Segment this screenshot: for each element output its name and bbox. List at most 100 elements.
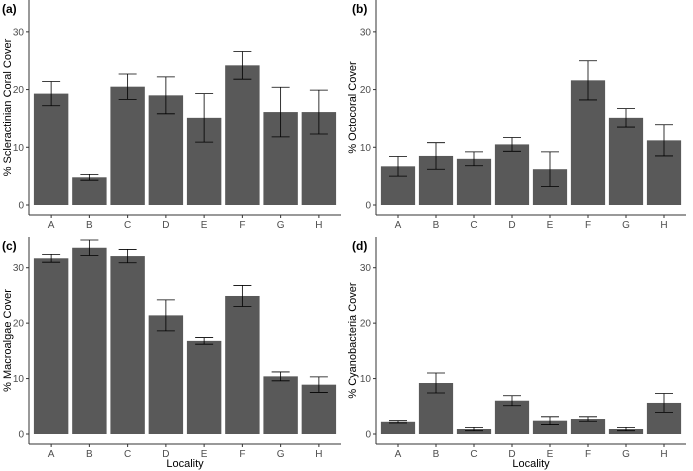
x-axis-title: Locality — [166, 458, 204, 470]
x-tick-label: C — [124, 220, 131, 231]
x-tick-label: B — [433, 449, 440, 460]
x-tick-label: G — [622, 449, 630, 460]
x-tick-label: E — [547, 220, 554, 231]
x-tick-label: H — [315, 449, 322, 460]
bar-D — [148, 315, 184, 434]
y-tick-label: 30 — [360, 263, 372, 274]
bar-E — [186, 340, 222, 434]
bar-B — [72, 247, 107, 434]
bar-G — [608, 117, 644, 205]
error-bar-F — [579, 416, 597, 422]
error-bar-B — [427, 372, 445, 394]
x-tick-label: E — [201, 220, 208, 231]
error-bar-B — [427, 142, 445, 170]
error-bar-D — [503, 137, 521, 152]
x-tick-label: H — [315, 220, 322, 231]
x-tick-label: F — [239, 449, 245, 460]
x-tick-label: B — [433, 220, 440, 231]
error-bar-F — [233, 285, 252, 307]
bar-F — [570, 80, 606, 205]
bar-D — [494, 144, 530, 205]
x-tick-label: H — [660, 449, 667, 460]
error-bar-D — [156, 76, 175, 115]
x-tick-label: H — [660, 220, 667, 231]
bar-E — [532, 420, 568, 434]
bar-F — [225, 65, 260, 206]
bar-G — [608, 429, 644, 434]
panel-2: 0 10 20 30 A B C D E F G H % Macroalgae Cover Localit… — [2, 237, 341, 470]
x-tick-label: D — [508, 220, 515, 231]
error-bar-E — [195, 93, 214, 143]
panel-label: (d) — [352, 239, 367, 253]
x-tick-label: C — [470, 449, 477, 460]
x-tick-label: C — [124, 449, 131, 460]
y-tick-label: 30 — [360, 27, 372, 38]
bar-A — [33, 258, 69, 434]
y-axis-title: % Cyanobacteria Cover — [347, 282, 359, 399]
bar-F — [225, 295, 260, 434]
bar-A — [33, 93, 69, 205]
x-tick-label: D — [162, 220, 169, 231]
error-bar-E — [541, 151, 559, 187]
x-tick-label: D — [162, 449, 169, 460]
error-bar-C — [465, 426, 483, 432]
y-tick-label: 30 — [13, 27, 25, 38]
panel-0: 0 10 20 30 A B C D E F G H % Scleractinian Coral Cov… — [2, 0, 341, 231]
bar-B — [72, 177, 107, 205]
error-bar-G — [271, 371, 290, 382]
error-bar-E — [195, 337, 214, 345]
y-tick-label: 10 — [13, 143, 25, 154]
x-tick-label: F — [585, 220, 591, 231]
x-tick-label: B — [86, 449, 93, 460]
y-tick-label: 20 — [13, 85, 25, 96]
error-bar-C — [465, 151, 483, 167]
y-tick-label: 0 — [18, 430, 24, 441]
panel-label: (b) — [352, 2, 367, 16]
y-tick-label: 0 — [18, 201, 24, 212]
error-bar-H — [309, 376, 328, 393]
panel-label: (a) — [2, 2, 17, 16]
error-bar-F — [579, 60, 597, 101]
error-bar-A — [389, 156, 407, 177]
y-tick-label: 0 — [365, 430, 371, 441]
error-bar-D — [503, 395, 521, 407]
error-bar-B — [80, 174, 99, 181]
bar-H — [301, 384, 337, 434]
x-tick-label: A — [395, 220, 402, 231]
bar-C — [456, 429, 492, 434]
y-axis-title: % Macroalgae Cover — [2, 289, 14, 392]
error-bar-E — [541, 416, 559, 425]
x-tick-label: G — [277, 220, 285, 231]
panel-1: 0 10 20 30 A B C D E F G H % Octocoral Cover (b) — [347, 0, 686, 231]
error-bar-C — [118, 73, 137, 100]
y-axis-title: % Octocoral Cover — [347, 61, 359, 154]
bar-A — [380, 421, 416, 434]
error-bar-C — [118, 249, 137, 264]
y-tick-label: 0 — [365, 201, 371, 212]
x-tick-label: B — [86, 220, 93, 231]
panel-label: (c) — [2, 239, 17, 253]
error-bar-F — [233, 51, 252, 80]
error-bar-B — [80, 239, 99, 256]
panel-3: 0 10 20 30 A B C D E F G H % Cyanobacteria Cover Loca… — [347, 237, 686, 470]
bar-F — [570, 419, 606, 434]
y-tick-label: 20 — [360, 319, 372, 330]
x-tick-label: A — [48, 449, 55, 460]
x-tick-label: G — [277, 449, 285, 460]
error-bar-A — [389, 420, 407, 424]
bar-G — [263, 376, 298, 434]
bar-C — [110, 86, 145, 205]
x-tick-label: F — [585, 449, 591, 460]
error-bar-A — [42, 81, 61, 107]
y-tick-label: 30 — [13, 263, 25, 274]
y-axis-title: % Scleractinian Coral Cover — [2, 38, 14, 176]
y-tick-label: 20 — [360, 85, 372, 96]
x-tick-label: E — [201, 449, 208, 460]
error-bar-G — [617, 108, 635, 128]
x-tick-label: A — [395, 449, 402, 460]
error-bar-H — [655, 393, 673, 413]
error-bar-H — [309, 89, 328, 135]
bar-C — [110, 256, 145, 434]
bar-C — [456, 158, 492, 205]
x-tick-label: E — [547, 449, 554, 460]
